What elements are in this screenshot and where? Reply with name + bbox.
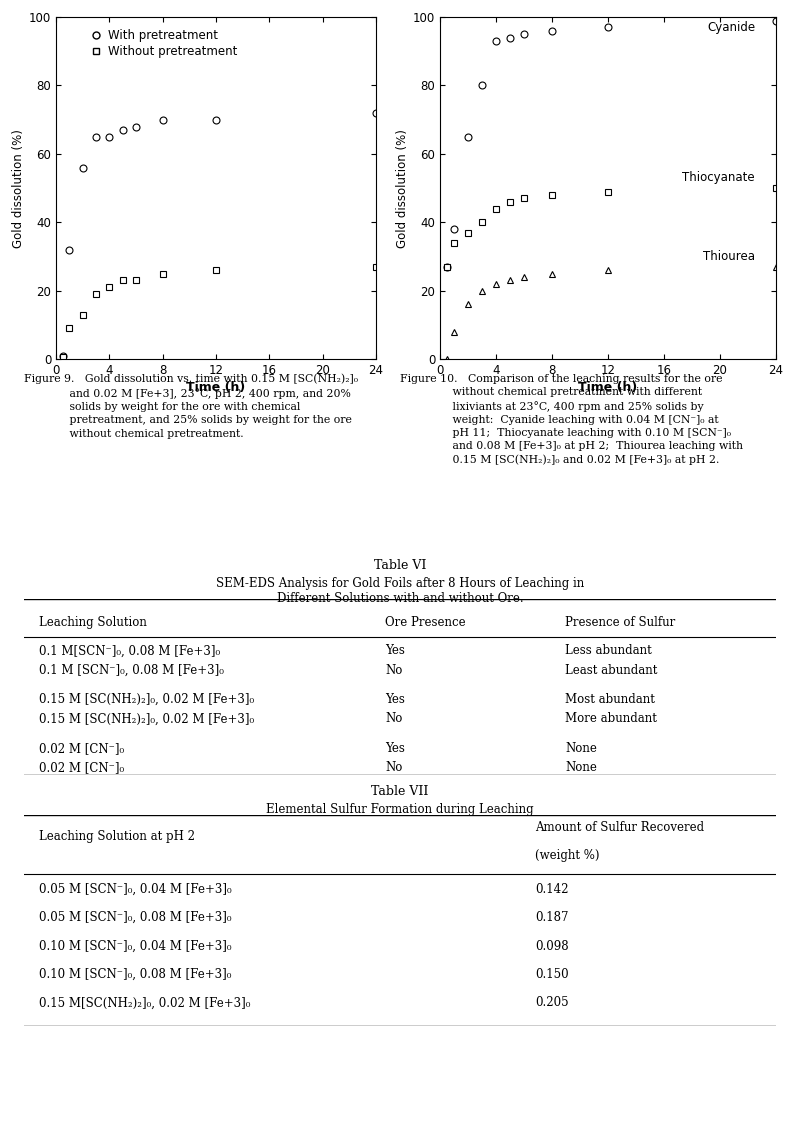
Without pretreatment bbox=[158, 267, 167, 280]
Text: Presence of Sulfur: Presence of Sulfur bbox=[566, 616, 676, 629]
Text: 0.1 M[SCN⁻]₀, 0.08 M [Fe+3]₀: 0.1 M[SCN⁻]₀, 0.08 M [Fe+3]₀ bbox=[39, 644, 220, 658]
Text: Thiourea: Thiourea bbox=[703, 250, 755, 263]
With pretreatment bbox=[91, 130, 101, 144]
Without pretreatment bbox=[211, 263, 221, 277]
Text: Ore Presence: Ore Presence bbox=[385, 616, 466, 629]
Text: Least abundant: Least abundant bbox=[566, 663, 658, 677]
Text: 0.05 M [SCN⁻]₀, 0.04 M [Fe+3]₀: 0.05 M [SCN⁻]₀, 0.04 M [Fe+3]₀ bbox=[39, 882, 232, 896]
Line: Without pretreatment: Without pretreatment bbox=[59, 263, 379, 361]
Text: 0.10 M [SCN⁻]₀, 0.08 M [Fe+3]₀: 0.10 M [SCN⁻]₀, 0.08 M [Fe+3]₀ bbox=[39, 968, 231, 982]
Text: Table VI: Table VI bbox=[374, 560, 426, 572]
Text: Table VII: Table VII bbox=[371, 785, 429, 798]
Text: No: No bbox=[385, 762, 402, 774]
Text: Figure 9.   Gold dissolution vs. time with 0.15 M [SC(NH₂)₂]₀
             and 0: Figure 9. Gold dissolution vs. time with… bbox=[24, 374, 358, 439]
Without pretreatment bbox=[118, 274, 127, 287]
Text: None: None bbox=[566, 762, 598, 774]
Text: 0.02 M [CN⁻]₀: 0.02 M [CN⁻]₀ bbox=[39, 742, 124, 755]
X-axis label: Time (h): Time (h) bbox=[578, 381, 638, 394]
With pretreatment bbox=[371, 106, 381, 120]
Text: Less abundant: Less abundant bbox=[566, 644, 652, 658]
Without pretreatment bbox=[58, 350, 67, 364]
Text: 0.098: 0.098 bbox=[535, 939, 569, 953]
Text: Leaching Solution at pH 2: Leaching Solution at pH 2 bbox=[39, 830, 195, 842]
With pretreatment bbox=[78, 161, 87, 174]
With pretreatment bbox=[65, 243, 74, 256]
Text: None: None bbox=[566, 742, 598, 755]
With pretreatment bbox=[58, 349, 67, 363]
Without pretreatment bbox=[131, 274, 141, 287]
Without pretreatment bbox=[371, 260, 381, 274]
Text: Different Solutions with and without Ore.: Different Solutions with and without Ore… bbox=[277, 592, 523, 604]
Text: More abundant: More abundant bbox=[566, 712, 658, 725]
Without pretreatment bbox=[105, 280, 114, 294]
Text: Leaching Solution: Leaching Solution bbox=[39, 616, 147, 629]
X-axis label: Time (h): Time (h) bbox=[186, 381, 246, 394]
With pretreatment bbox=[131, 120, 141, 133]
Y-axis label: Gold dissolution (%): Gold dissolution (%) bbox=[12, 129, 25, 247]
Text: 0.02 M [CN⁻]₀: 0.02 M [CN⁻]₀ bbox=[39, 762, 124, 774]
Text: 0.10 M [SCN⁻]₀, 0.04 M [Fe+3]₀: 0.10 M [SCN⁻]₀, 0.04 M [Fe+3]₀ bbox=[39, 939, 231, 953]
Text: No: No bbox=[385, 663, 402, 677]
Text: Yes: Yes bbox=[385, 644, 405, 658]
Text: SEM-EDS Analysis for Gold Foils after 8 Hours of Leaching in: SEM-EDS Analysis for Gold Foils after 8 … bbox=[216, 577, 584, 589]
Text: Thiocyanate: Thiocyanate bbox=[682, 171, 755, 185]
Text: Most abundant: Most abundant bbox=[566, 693, 655, 706]
With pretreatment bbox=[211, 113, 221, 127]
Without pretreatment bbox=[91, 287, 101, 301]
Text: 0.142: 0.142 bbox=[535, 882, 569, 896]
Line: With pretreatment: With pretreatment bbox=[59, 109, 379, 359]
Without pretreatment bbox=[78, 308, 87, 321]
Text: 0.150: 0.150 bbox=[535, 968, 569, 982]
Text: 0.05 M [SCN⁻]₀, 0.08 M [Fe+3]₀: 0.05 M [SCN⁻]₀, 0.08 M [Fe+3]₀ bbox=[39, 911, 231, 925]
Text: 0.187: 0.187 bbox=[535, 911, 569, 925]
With pretreatment bbox=[118, 123, 127, 137]
Legend: With pretreatment, Without pretreatment: With pretreatment, Without pretreatment bbox=[87, 26, 239, 60]
Text: Amount of Sulfur Recovered: Amount of Sulfur Recovered bbox=[535, 822, 705, 834]
With pretreatment bbox=[105, 130, 114, 144]
With pretreatment bbox=[158, 113, 167, 127]
Text: 0.15 M [SC(NH₂)₂]₀, 0.02 M [Fe+3]₀: 0.15 M [SC(NH₂)₂]₀, 0.02 M [Fe+3]₀ bbox=[39, 693, 254, 706]
Text: Yes: Yes bbox=[385, 693, 405, 706]
Y-axis label: Gold dissolution (%): Gold dissolution (%) bbox=[396, 129, 409, 247]
Text: Cyanide: Cyanide bbox=[707, 21, 755, 34]
Without pretreatment bbox=[65, 321, 74, 335]
Text: Elemental Sulfur Formation during Leaching: Elemental Sulfur Formation during Leachi… bbox=[266, 803, 534, 815]
Text: 0.205: 0.205 bbox=[535, 996, 569, 1010]
Text: 0.15 M[SC(NH₂)₂]₀, 0.02 M [Fe+3]₀: 0.15 M[SC(NH₂)₂]₀, 0.02 M [Fe+3]₀ bbox=[39, 996, 250, 1010]
Text: (weight %): (weight %) bbox=[535, 849, 600, 862]
Text: 0.15 M [SC(NH₂)₂]₀, 0.02 M [Fe+3]₀: 0.15 M [SC(NH₂)₂]₀, 0.02 M [Fe+3]₀ bbox=[39, 712, 254, 725]
Text: Figure 10.   Comparison of the leaching results for the ore
               witho: Figure 10. Comparison of the leaching re… bbox=[400, 374, 743, 465]
Text: No: No bbox=[385, 712, 402, 725]
Text: Yes: Yes bbox=[385, 742, 405, 755]
Text: 0.1 M [SCN⁻]₀, 0.08 M [Fe+3]₀: 0.1 M [SCN⁻]₀, 0.08 M [Fe+3]₀ bbox=[39, 663, 224, 677]
